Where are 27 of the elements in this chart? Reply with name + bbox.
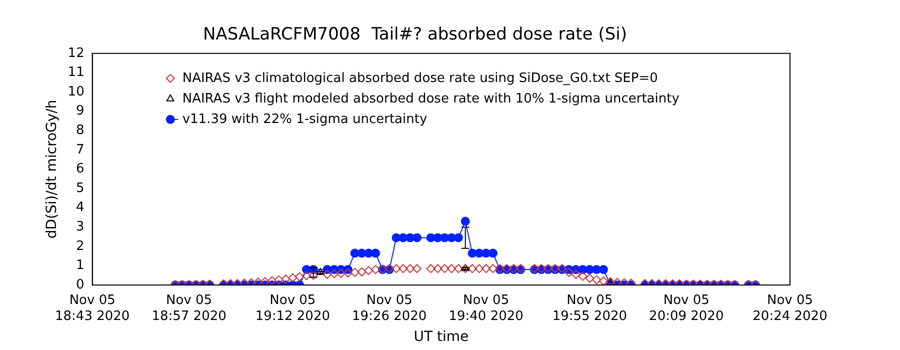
x-tick-label: Nov 05 18:57 2020 [152, 293, 226, 324]
x-axis-title: UT time [414, 329, 469, 346]
x-tick-label: Nov 05 20:24 2020 [752, 293, 828, 324]
x-tick-label: Nov 05 18:43 2020 [55, 293, 130, 324]
y-tick-label: 8 [76, 122, 84, 138]
y-tick-label: 2 [76, 238, 84, 254]
legend-label: NAIRAS v3 climatological absorbed dose rate using SiDose_G0.txt SEP=0 [182, 70, 658, 86]
y-tick-label: 1 [76, 258, 84, 274]
legend-label: NAIRAS v3 flight modeled absorbed dose rate with 10% 1-sigma uncertainty [182, 91, 680, 106]
y-tick-label: 9 [76, 104, 84, 119]
y-tick-label: 12 [68, 46, 84, 61]
y-tick-label: 4 [76, 200, 84, 216]
y-axis-title: dD(Si)/dt microGy/h [44, 100, 60, 239]
legend-label: v11.39 with 22% 1-sigma uncertainty [182, 112, 428, 127]
y-tick-label: 5 [76, 180, 84, 196]
x-tick-label: Nov 05 19:40 2020 [448, 293, 524, 324]
y-tick-label: 0 [76, 277, 84, 292]
y-tick-label: 6 [76, 162, 84, 177]
x-tick-label: Nov 05 19:26 2020 [352, 293, 427, 324]
x-tick-label: Nov 05 20:09 2020 [649, 293, 724, 324]
y-tick-label: 7 [76, 142, 84, 158]
x-tick-label: Nov 05 19:12 2020 [255, 293, 330, 324]
y-tick-label: 11 [68, 65, 84, 80]
x-tick-label: Nov 05 19:55 2020 [552, 293, 628, 324]
y-tick-label: 10 [68, 84, 84, 100]
y-tick-label: 3 [76, 219, 84, 234]
chart-title: NASALaRCFM7008 Tail#? absorbed dose rate (Si) [203, 24, 627, 45]
